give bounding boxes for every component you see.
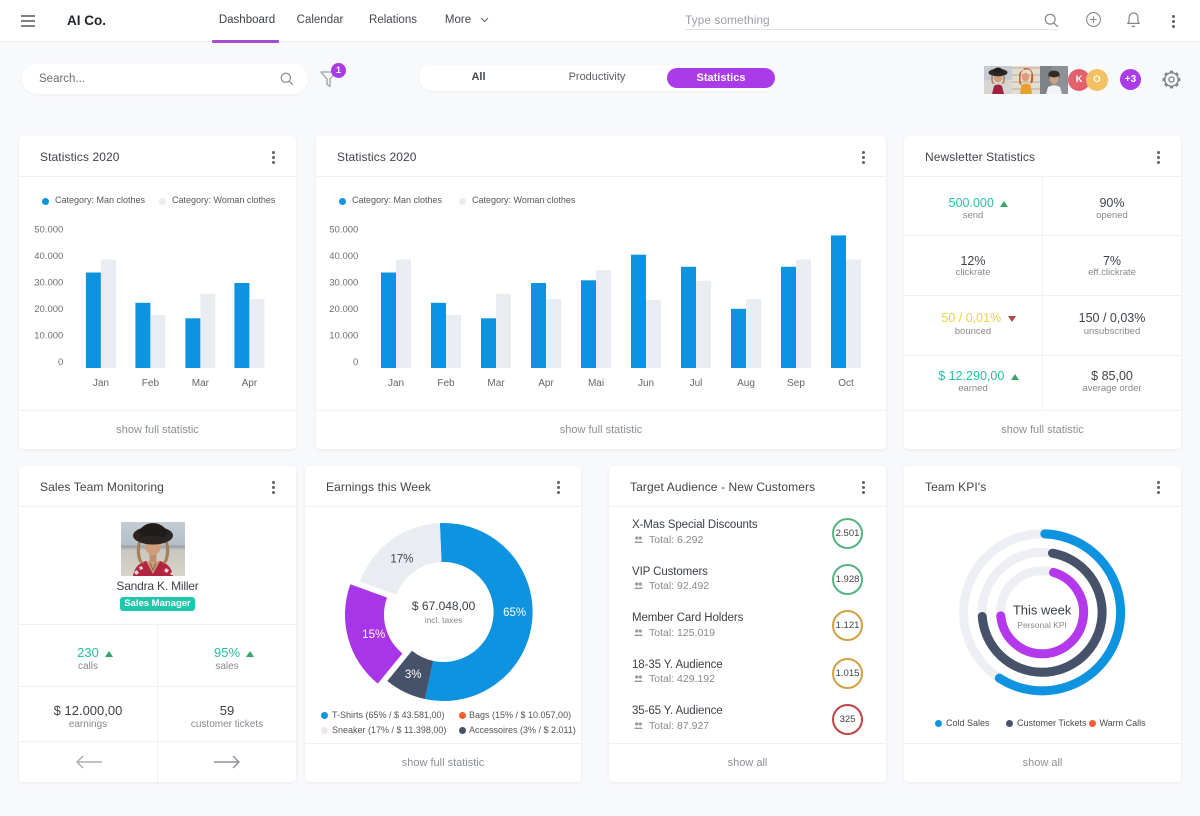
svg-text:Mar: Mar xyxy=(487,378,505,389)
svg-text:Jan: Jan xyxy=(93,378,109,389)
svg-text:Mai: Mai xyxy=(588,378,604,389)
svg-text:Aug: Aug xyxy=(737,378,755,389)
svg-text:This week: This week xyxy=(1013,603,1072,618)
svg-text:20.000: 20.000 xyxy=(329,304,358,315)
svg-text:10.000: 10.000 xyxy=(329,330,358,341)
svg-text:incl. taxes: incl. taxes xyxy=(425,615,463,625)
svg-text:50.000: 50.000 xyxy=(34,225,63,236)
svg-text:Mar: Mar xyxy=(192,378,210,389)
svg-text:Jan: Jan xyxy=(388,378,404,389)
svg-text:Jul: Jul xyxy=(690,378,703,389)
svg-text:Jun: Jun xyxy=(638,378,654,389)
svg-text:10.000: 10.000 xyxy=(34,330,63,341)
svg-text:Personal KPI: Personal KPI xyxy=(1017,620,1067,630)
svg-text:20.000: 20.000 xyxy=(34,304,63,315)
svg-text:17%: 17% xyxy=(390,554,413,566)
svg-text:Feb: Feb xyxy=(142,378,160,389)
svg-text:Sep: Sep xyxy=(787,378,805,389)
svg-text:Feb: Feb xyxy=(437,378,455,389)
svg-text:65%: 65% xyxy=(503,607,526,619)
svg-text:50.000: 50.000 xyxy=(329,225,358,236)
svg-text:3%: 3% xyxy=(405,669,422,681)
svg-text:$ 67.048,00: $ 67.048,00 xyxy=(412,599,476,613)
svg-text:Apr: Apr xyxy=(538,378,554,389)
svg-text:0: 0 xyxy=(353,357,358,368)
svg-text:40.000: 40.000 xyxy=(329,251,358,262)
svg-text:Oct: Oct xyxy=(838,378,854,389)
svg-text:30.000: 30.000 xyxy=(34,277,63,288)
svg-text:Apr: Apr xyxy=(242,378,258,389)
svg-text:30.000: 30.000 xyxy=(329,277,358,288)
svg-text:40.000: 40.000 xyxy=(34,251,63,262)
svg-text:15%: 15% xyxy=(362,629,385,641)
svg-text:0: 0 xyxy=(58,357,63,368)
